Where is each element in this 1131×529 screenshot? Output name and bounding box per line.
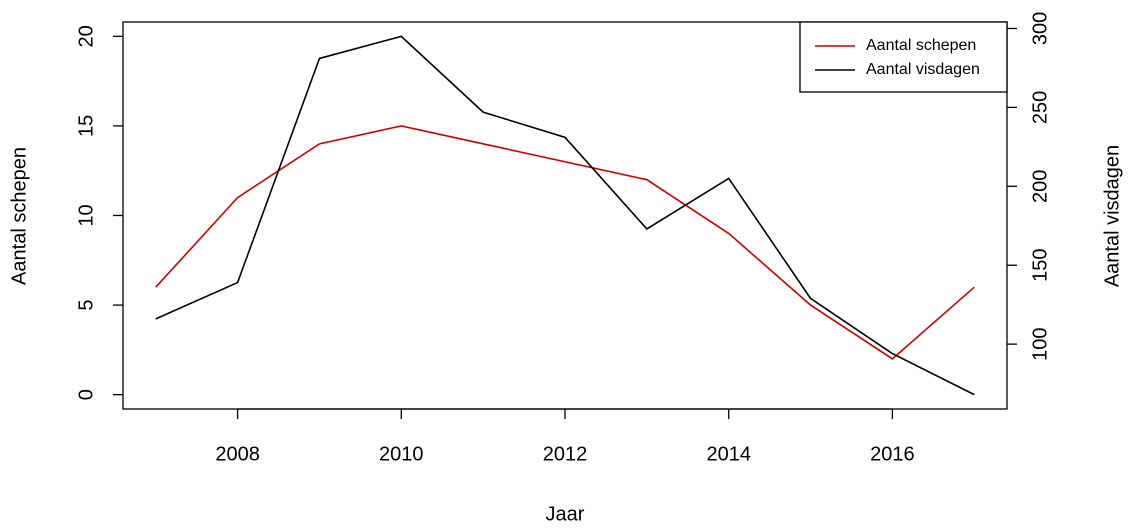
y-tick-label: 20 xyxy=(75,25,97,47)
y2-tick-label: 100 xyxy=(1029,327,1051,360)
y-tick-label: 5 xyxy=(75,300,97,311)
x-axis-label: Jaar xyxy=(546,503,585,525)
legend-label: Aantal schepen xyxy=(866,37,976,54)
series-line xyxy=(155,125,975,360)
x-tick-label: 2008 xyxy=(215,443,260,465)
x-tick-label: 2010 xyxy=(379,443,424,465)
y2-tick-label: 250 xyxy=(1029,91,1051,124)
y2-tick-label: 300 xyxy=(1029,12,1051,45)
legend-box xyxy=(799,21,1008,93)
y2-tick-label: 200 xyxy=(1029,170,1051,203)
x-tick-label: 2016 xyxy=(870,443,915,465)
y-tick-label: 0 xyxy=(75,389,97,400)
y-axis-label: Aantal schepen xyxy=(8,147,30,285)
series-line xyxy=(155,35,975,396)
x-tick-label: 2014 xyxy=(706,443,751,465)
y2-tick-label: 150 xyxy=(1029,249,1051,282)
legend-label: Aantal visdagen xyxy=(866,61,980,78)
y-tick-label: 15 xyxy=(75,115,97,137)
x-tick-label: 2012 xyxy=(543,443,588,465)
y-tick-label: 10 xyxy=(75,204,97,226)
y2-axis-label: Aantal visdagen xyxy=(1101,145,1123,287)
